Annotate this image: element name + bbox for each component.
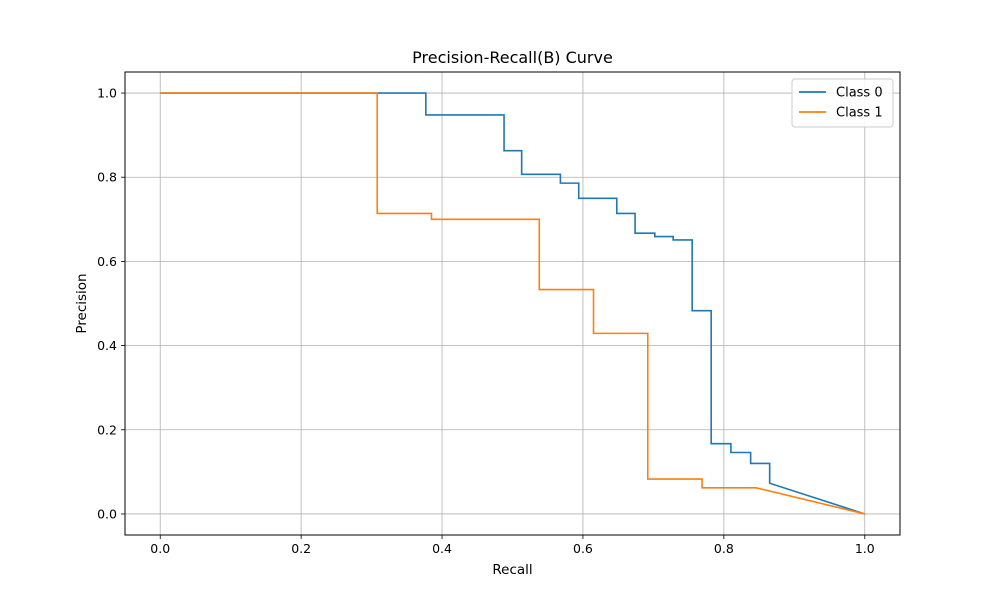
ticks: 0.0 0.2 0.4 0.6 0.8 1.0 0.0 0.2 0.4 0.6 0.8 1.0: [97, 86, 875, 556]
series-line-class-1: [160, 92, 865, 515]
grid: [125, 72, 900, 535]
chart-title: Precision-Recall(B) Curve: [412, 48, 613, 67]
y-tick-label: 0.8: [97, 170, 117, 185]
x-tick-label: 1.0: [855, 541, 875, 556]
x-tick-label: 0.0: [150, 541, 170, 556]
x-tick-label: 0.2: [291, 541, 311, 556]
x-tick-label: 0.4: [432, 541, 452, 556]
y-tick-label: 0.6: [97, 254, 117, 269]
y-tick-label: 1.0: [97, 86, 117, 101]
x-tick-label: 0.8: [714, 541, 734, 556]
x-axis-label: Recall: [492, 562, 532, 578]
legend: Class 0 Class 1: [791, 78, 894, 128]
series-line-class-0: [160, 92, 866, 515]
series-layer: [160, 92, 866, 515]
legend-label-class-1: Class 1: [836, 106, 883, 121]
y-tick-label: 0.4: [97, 338, 117, 353]
y-axis-label: Precision: [74, 273, 90, 333]
legend-box: [791, 78, 894, 128]
plot-frame: [124, 71, 901, 536]
y-tick-label: 0.0: [97, 506, 117, 521]
y-tick-label: 0.2: [97, 422, 117, 437]
legend-label-class-0: Class 0: [836, 86, 883, 101]
x-tick-label: 0.6: [573, 541, 593, 556]
